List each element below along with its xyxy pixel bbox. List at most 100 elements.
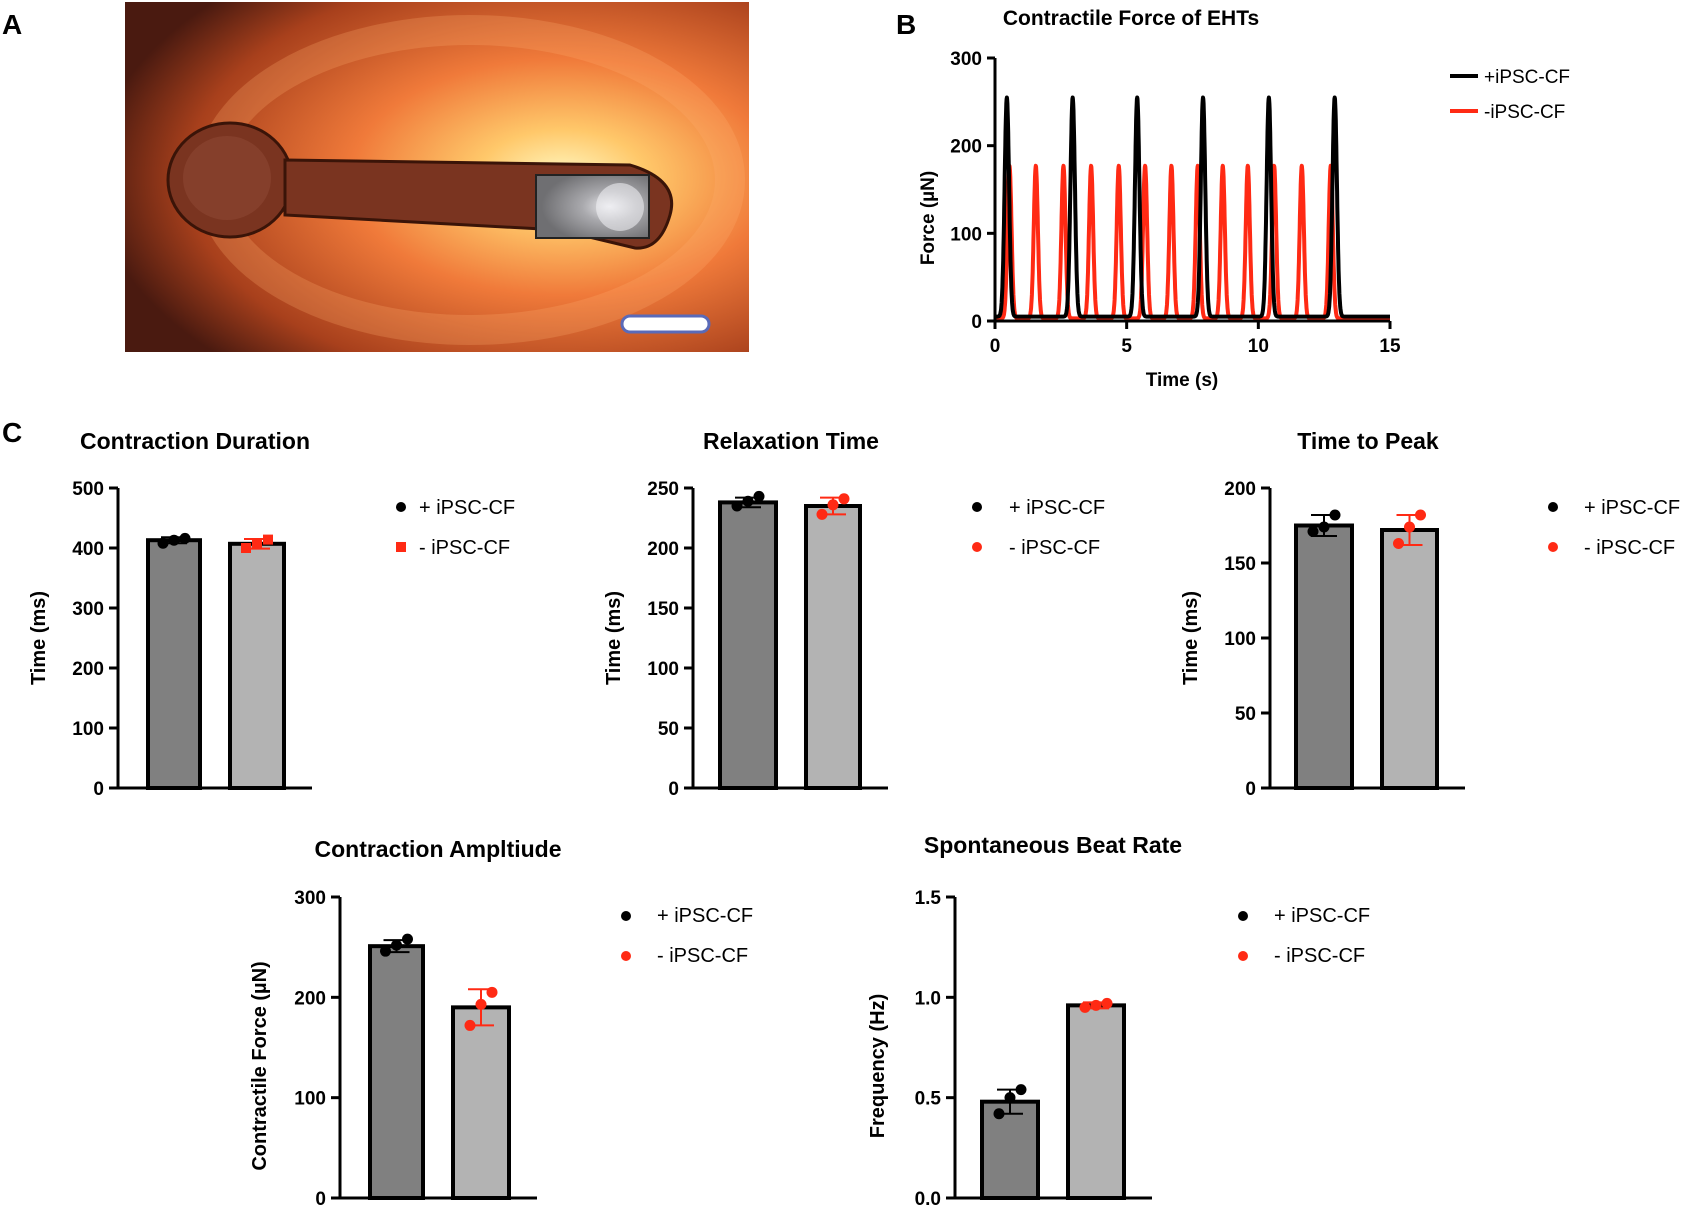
- legend-marker-minus: [396, 542, 406, 552]
- panel-label-a: A: [2, 9, 22, 40]
- y-tick-label: 0: [93, 779, 104, 800]
- data-point: [839, 493, 850, 504]
- y-tick-label: 300: [294, 888, 326, 909]
- y-tick-label: 0.0: [915, 1189, 941, 1210]
- bar-chart-ylabel: Time (ms): [28, 591, 50, 685]
- data-point: [241, 543, 251, 553]
- data-point: [252, 539, 262, 549]
- x-tick-label: 0: [990, 336, 1001, 357]
- bar-chart-ylabel: Time (ms): [1180, 591, 1202, 685]
- legend-marker-plus: [396, 502, 406, 512]
- data-point: [1330, 510, 1341, 521]
- y-tick-label: 100: [72, 719, 104, 740]
- data-point: [391, 940, 402, 951]
- data-point: [1080, 1002, 1091, 1013]
- bar: [806, 506, 860, 788]
- legend-marker-plus: [972, 502, 982, 512]
- bar: [1068, 1005, 1124, 1198]
- force-trace-chart: Contractile Force of EHTs Force (µN) Tim…: [918, 7, 1570, 391]
- legend-label-minus: - iPSC-CF: [419, 537, 510, 559]
- data-point: [817, 509, 828, 520]
- y-tick-label: 0: [971, 312, 982, 333]
- data-point: [169, 535, 180, 546]
- bar-chart-title: Time to Peak: [1297, 428, 1439, 454]
- y-tick-label: 0: [1245, 779, 1256, 800]
- data-point: [380, 946, 391, 957]
- y-tick-label: 200: [647, 539, 679, 560]
- bar: [148, 540, 200, 788]
- legend-label-plus: + iPSC-CF: [1274, 905, 1370, 927]
- bar: [453, 1007, 509, 1198]
- data-point: [158, 538, 169, 549]
- bar: [1296, 526, 1352, 789]
- y-tick-label: 0: [315, 1189, 326, 1210]
- beat-rate-chart: Spontaneous Beat Rate Frequency (Hz) + i…: [867, 832, 1370, 1210]
- data-point: [1308, 526, 1319, 537]
- y-tick-label: 150: [1224, 554, 1256, 575]
- y-tick-label: 0.5: [915, 1089, 942, 1110]
- bar-chart-title: Spontaneous Beat Rate: [924, 832, 1182, 858]
- y-tick-label: 100: [294, 1089, 326, 1110]
- line-chart-ylabel: Force (µN): [918, 171, 939, 265]
- bar: [370, 946, 423, 1198]
- data-point: [1404, 522, 1415, 533]
- legend-label-plus: + iPSC-CF: [1009, 497, 1105, 519]
- legend-label-plus: + iPSC-CF: [657, 905, 753, 927]
- data-point: [732, 501, 743, 512]
- data-point: [1005, 1092, 1016, 1103]
- y-tick-label: 1.0: [915, 988, 941, 1009]
- data-point: [743, 496, 754, 507]
- data-point: [994, 1108, 1005, 1119]
- y-tick-label: 100: [647, 659, 679, 680]
- legend-label-minus: - iPSC-CF: [1584, 537, 1675, 559]
- line-chart-xlabel: Time (s): [1146, 370, 1219, 391]
- y-tick-label: 500: [72, 479, 104, 500]
- bar: [982, 1102, 1038, 1198]
- data-point: [487, 987, 498, 998]
- bar-chart-ylabel: Frequency (Hz): [867, 994, 889, 1138]
- legend-marker-minus: [1238, 951, 1248, 961]
- legend-label-minus: -iPSC-CF: [1484, 102, 1565, 123]
- legend-marker-plus: [1238, 911, 1248, 921]
- y-tick-label: 300: [72, 599, 104, 620]
- legend-label-minus: - iPSC-CF: [657, 945, 748, 967]
- legend-label-plus: +iPSC-CF: [1484, 67, 1570, 88]
- legend-marker-plus: [621, 911, 631, 921]
- figure: A B C Contractile Force of EHTs Force (µ…: [0, 0, 1701, 1210]
- y-tick-label: 400: [72, 539, 104, 560]
- data-point: [465, 1020, 476, 1031]
- legend-marker-plus: [1548, 502, 1558, 512]
- legend-label-minus: - iPSC-CF: [1009, 537, 1100, 559]
- legend-marker-minus: [1548, 542, 1558, 552]
- bar-chart-ylabel: Contractile Force (µN): [249, 961, 271, 1170]
- data-point: [828, 499, 839, 510]
- panel-label-b: B: [896, 9, 916, 40]
- bar-chart-title: Contraction Ampltiude: [314, 836, 561, 862]
- y-tick-label: 50: [658, 719, 679, 740]
- y-tick-label: 100: [950, 224, 982, 245]
- data-point: [1319, 522, 1330, 533]
- contraction-duration-chart: Contraction Duration Time (ms) + iPSC-CF…: [28, 428, 515, 800]
- line-chart-title: Contractile Force of EHTs: [1003, 7, 1259, 30]
- legend-label-plus: + iPSC-CF: [1584, 497, 1680, 519]
- data-point: [1091, 1000, 1102, 1011]
- tissue-photo: [125, 2, 749, 352]
- legend-marker-minus: [972, 542, 982, 552]
- data-point: [1102, 998, 1113, 1009]
- y-tick-label: 150: [647, 599, 679, 620]
- x-tick-label: 5: [1121, 336, 1132, 357]
- data-point: [754, 491, 765, 502]
- y-tick-label: 200: [294, 988, 326, 1009]
- y-tick-label: 200: [72, 659, 104, 680]
- y-tick-label: 250: [647, 479, 679, 500]
- data-point: [180, 533, 191, 544]
- panel-label-c: C: [2, 417, 22, 448]
- y-tick-label: 0: [668, 779, 679, 800]
- time-to-peak-chart: Time to Peak Time (ms) + iPSC-CF - iPSC-…: [1180, 428, 1680, 800]
- bar-chart-title: Relaxation Time: [703, 428, 879, 454]
- legend-marker-minus: [621, 951, 631, 961]
- bar-chart-title: Contraction Duration: [80, 428, 310, 454]
- legend-label-minus: - iPSC-CF: [1274, 945, 1365, 967]
- data-point: [1016, 1084, 1027, 1095]
- y-tick-label: 300: [950, 49, 982, 70]
